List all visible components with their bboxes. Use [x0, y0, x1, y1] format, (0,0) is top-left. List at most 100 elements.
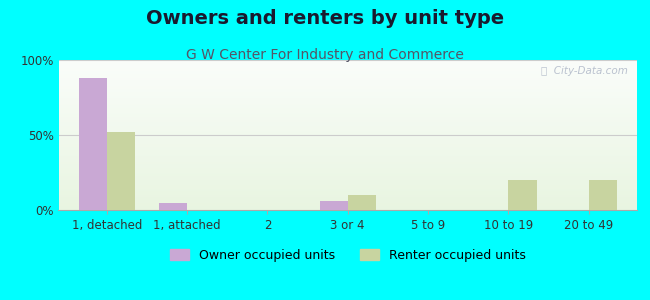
Bar [58, 84, 637, 86]
Bar [58, 147, 637, 148]
Bar [58, 106, 637, 108]
Bar [58, 108, 637, 110]
Bar [58, 81, 637, 82]
Bar [58, 156, 637, 158]
Bar [58, 129, 637, 130]
Bar [58, 111, 637, 112]
Bar [58, 202, 637, 204]
Bar [58, 204, 637, 206]
Bar [58, 112, 637, 114]
Bar [58, 176, 637, 177]
Bar [58, 128, 637, 129]
Bar [58, 144, 637, 146]
Bar [58, 126, 637, 128]
Bar [58, 103, 637, 105]
Bar [58, 153, 637, 154]
Bar [508, 180, 536, 210]
Bar [58, 160, 637, 162]
Bar [79, 78, 107, 210]
Bar [58, 68, 637, 69]
Bar [58, 136, 637, 138]
Bar [58, 70, 637, 72]
Bar [58, 88, 637, 90]
Bar [58, 141, 637, 142]
Bar [58, 177, 637, 178]
Bar [58, 82, 637, 84]
Bar [320, 201, 348, 210]
Bar [58, 164, 637, 165]
Text: ⓘ  City-Data.com: ⓘ City-Data.com [541, 66, 629, 76]
Bar [58, 64, 637, 66]
Bar [58, 198, 637, 200]
Bar [589, 180, 617, 210]
Bar [58, 130, 637, 132]
Bar [58, 148, 637, 150]
Bar [58, 80, 637, 81]
Bar [58, 159, 637, 160]
Bar [58, 206, 637, 207]
Bar [58, 98, 637, 99]
Bar [58, 102, 637, 104]
Bar [58, 167, 637, 168]
Bar [58, 66, 637, 68]
Bar [58, 99, 637, 100]
Bar [58, 184, 637, 186]
Bar [58, 171, 637, 172]
Bar [58, 169, 637, 171]
Bar [58, 114, 637, 116]
Bar [58, 61, 637, 63]
Bar [58, 189, 637, 190]
Bar [58, 60, 637, 61]
Bar [58, 87, 637, 88]
Text: G W Center For Industry and Commerce: G W Center For Industry and Commerce [186, 48, 464, 62]
Bar [58, 118, 637, 120]
Bar [58, 180, 637, 182]
Bar [58, 201, 637, 202]
Bar [58, 122, 637, 123]
Bar [58, 120, 637, 122]
Bar [58, 100, 637, 102]
Bar [58, 135, 637, 136]
Bar [58, 183, 637, 184]
Bar [58, 178, 637, 180]
Bar [58, 116, 637, 117]
Bar [58, 134, 637, 135]
Bar [58, 188, 637, 189]
Bar [58, 74, 637, 75]
Bar [58, 172, 637, 174]
Bar [58, 142, 637, 144]
Bar [58, 72, 637, 74]
Bar [58, 117, 637, 118]
Bar [58, 152, 637, 153]
Bar [58, 174, 637, 176]
Bar [58, 208, 637, 210]
Bar [58, 158, 637, 159]
Bar [58, 192, 637, 194]
Bar [58, 123, 637, 124]
Bar [58, 200, 637, 201]
Bar [58, 94, 637, 96]
Bar [58, 110, 637, 111]
Bar [58, 190, 637, 192]
Bar [58, 93, 637, 94]
Bar [159, 202, 187, 210]
Bar [58, 78, 637, 80]
Bar [58, 76, 637, 78]
Text: Owners and renters by unit type: Owners and renters by unit type [146, 9, 504, 28]
Bar [58, 69, 637, 70]
Bar [58, 195, 637, 196]
Bar [58, 105, 637, 106]
Bar [58, 150, 637, 152]
Bar [58, 124, 637, 126]
Legend: Owner occupied units, Renter occupied units: Owner occupied units, Renter occupied un… [165, 244, 530, 267]
Bar [58, 165, 637, 166]
Bar [58, 186, 637, 188]
Bar [58, 140, 637, 141]
Bar [58, 168, 637, 170]
Bar [58, 63, 637, 64]
Bar [58, 90, 637, 92]
Bar [348, 195, 376, 210]
Bar [58, 207, 637, 208]
Bar [58, 96, 637, 98]
Bar [58, 146, 637, 147]
